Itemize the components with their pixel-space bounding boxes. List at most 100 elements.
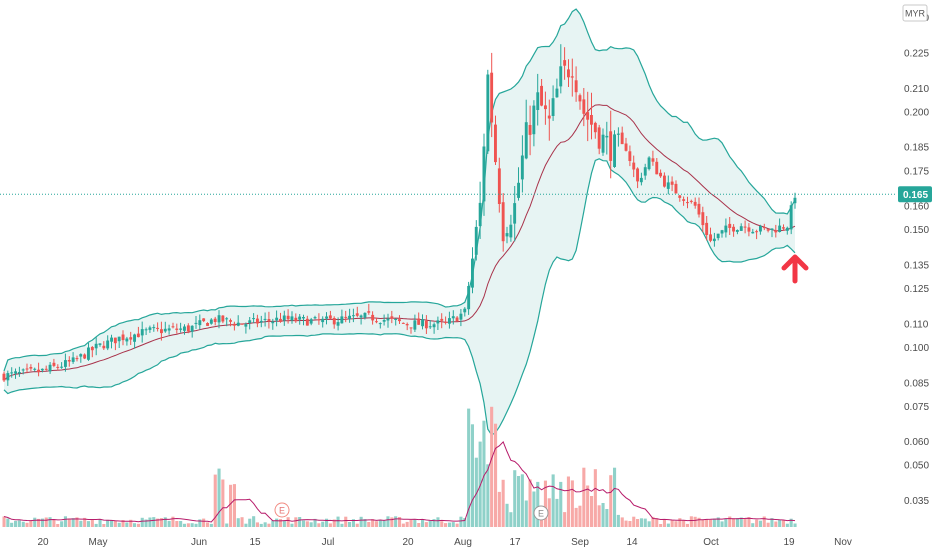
candle-body bbox=[229, 320, 232, 322]
volume-bar bbox=[290, 523, 294, 527]
candle-body bbox=[117, 336, 121, 342]
candle-body bbox=[778, 225, 782, 232]
candle-body bbox=[140, 329, 144, 336]
volume-bar bbox=[532, 491, 536, 527]
candle-body bbox=[129, 337, 133, 340]
candle-body bbox=[321, 318, 325, 323]
volume-bar bbox=[597, 505, 601, 527]
volume-bar bbox=[590, 496, 594, 527]
volume-bar bbox=[44, 517, 48, 527]
candle-body bbox=[279, 318, 282, 322]
volume-bar bbox=[655, 518, 659, 527]
volume-bar bbox=[566, 476, 570, 527]
candle-body bbox=[793, 197, 797, 204]
candle-body bbox=[451, 316, 455, 319]
candle-body bbox=[570, 76, 574, 78]
volume-bar bbox=[267, 523, 271, 527]
volume-bar bbox=[363, 519, 367, 527]
volume-bar bbox=[639, 518, 643, 527]
candle-body bbox=[755, 231, 758, 233]
candle-body bbox=[544, 105, 547, 110]
volume-bar bbox=[152, 517, 156, 527]
volume-bar bbox=[186, 523, 190, 527]
volume-ma-line bbox=[3, 441, 796, 523]
candle-body bbox=[540, 85, 543, 106]
x-tick-label: Jul bbox=[322, 537, 335, 548]
volume-bar bbox=[724, 518, 728, 527]
candle-body bbox=[156, 327, 159, 329]
volume-bar bbox=[244, 523, 248, 527]
volume-bar bbox=[709, 519, 713, 527]
candle-body bbox=[705, 222, 709, 235]
candle-body bbox=[171, 326, 175, 328]
x-tick-label: 17 bbox=[509, 537, 521, 548]
candle-body bbox=[524, 122, 528, 159]
volume-bar bbox=[136, 523, 140, 527]
volume-bar bbox=[624, 520, 628, 527]
volume-bar bbox=[29, 520, 33, 527]
candle-body bbox=[474, 226, 478, 255]
candle-body bbox=[60, 366, 63, 368]
volume-bar bbox=[317, 523, 321, 527]
candle-body bbox=[739, 226, 743, 231]
candle-body bbox=[532, 105, 536, 135]
volume-bar bbox=[298, 517, 302, 527]
candle-body bbox=[505, 233, 509, 237]
y-tick-label: 0.075 bbox=[904, 402, 929, 413]
volume-bar bbox=[140, 517, 144, 527]
candle-body bbox=[766, 229, 770, 231]
candle-body bbox=[332, 318, 336, 325]
volume-bar bbox=[6, 518, 10, 527]
candle-body bbox=[40, 368, 44, 371]
candle-body bbox=[448, 318, 451, 324]
candle-body bbox=[636, 168, 639, 182]
y-tick-label: 0.135 bbox=[904, 261, 929, 272]
candle-body bbox=[455, 317, 459, 322]
x-tick-label: Sep bbox=[571, 537, 589, 548]
candle-body bbox=[352, 315, 355, 317]
volume-bar bbox=[424, 522, 428, 527]
volume-bar bbox=[455, 523, 459, 527]
candle-body bbox=[305, 318, 309, 326]
candle-body bbox=[14, 371, 17, 374]
candle-body bbox=[701, 212, 705, 226]
volume-bar bbox=[601, 503, 605, 527]
volume-bar bbox=[716, 517, 720, 527]
candle-body bbox=[609, 131, 613, 161]
volume-bar bbox=[148, 517, 152, 527]
volume-bar bbox=[563, 512, 567, 527]
volume-bar bbox=[21, 521, 25, 527]
x-tick-label: May bbox=[89, 537, 108, 548]
volume-bar bbox=[474, 457, 478, 527]
candle-body bbox=[87, 347, 90, 360]
candle-body bbox=[547, 115, 551, 119]
candle-body bbox=[459, 313, 463, 320]
volume-bar bbox=[378, 519, 382, 527]
volume-bar bbox=[555, 498, 559, 527]
candle-body bbox=[317, 319, 321, 321]
volume-bar bbox=[340, 523, 344, 527]
volume-bar bbox=[394, 516, 398, 527]
volume-bar bbox=[747, 517, 751, 527]
volume-bar bbox=[106, 519, 110, 527]
volume-bar bbox=[171, 516, 175, 527]
volume-bar bbox=[755, 519, 759, 527]
volume-bar bbox=[593, 469, 597, 527]
volume-bar bbox=[662, 519, 666, 527]
candle-body bbox=[37, 369, 40, 373]
candle-body bbox=[67, 360, 71, 362]
earnings-marker: E bbox=[533, 505, 549, 521]
volume-bar bbox=[117, 522, 121, 527]
candle-body bbox=[478, 202, 482, 227]
candle-body bbox=[398, 319, 401, 322]
candle-body bbox=[179, 328, 183, 330]
volume-bar bbox=[252, 516, 256, 527]
candle-body bbox=[194, 322, 198, 324]
volume-bar bbox=[513, 470, 517, 527]
candle-body bbox=[678, 195, 682, 198]
candle-body bbox=[44, 368, 48, 370]
candle-body bbox=[290, 316, 294, 321]
volume-bar bbox=[40, 518, 44, 527]
candle-body bbox=[409, 327, 413, 329]
